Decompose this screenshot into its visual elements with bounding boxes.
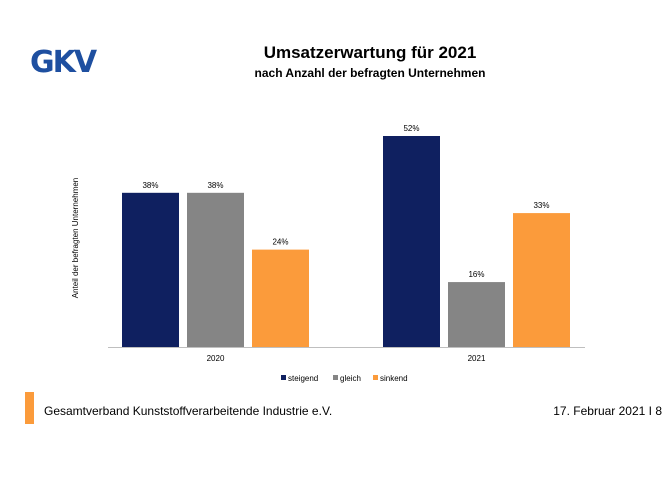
data-label-steigend-2021: 52% [403,124,419,133]
gkv-logo: GKV [30,45,97,80]
chart-subtitle: nach Anzahl der befragten Unternehmen [254,66,486,80]
footer-date-page: 17. Februar 2021 I 8 [553,404,662,418]
y-axis-label: Anteil der befragten Unternehmen [71,178,80,299]
legend-swatch-gleich [333,375,338,380]
data-label-steigend-2020: 38% [142,181,158,190]
data-label-sinkend-2020: 24% [272,238,288,247]
bar-steigend-2020 [122,192,179,347]
x-tick-label-2021: 2021 [468,354,486,363]
legend-label-gleich: gleich [340,374,361,383]
legend-swatch-steigend [281,375,286,380]
x-tick-label-2020: 2020 [207,354,225,363]
bar-steigend-2021 [383,136,440,347]
data-label-gleich-2021: 16% [468,270,484,279]
legend-label-sinkend: sinkend [380,374,408,383]
bar-gleich-2021 [448,282,505,347]
chart-title: Umsatzerwartung für 2021 [263,43,477,62]
bar-gleich-2020 [187,192,244,347]
data-label-gleich-2020: 38% [207,181,223,190]
footer-organization: Gesamtverband Kunststoffverarbeitende In… [44,404,333,418]
bar-sinkend-2020 [252,249,309,347]
data-label-sinkend-2021: 33% [533,201,549,210]
legend-swatch-sinkend [373,375,378,380]
bar-sinkend-2021 [513,213,570,347]
footer-accent-bar [25,392,34,424]
legend-label-steigend: steigend [288,374,318,383]
